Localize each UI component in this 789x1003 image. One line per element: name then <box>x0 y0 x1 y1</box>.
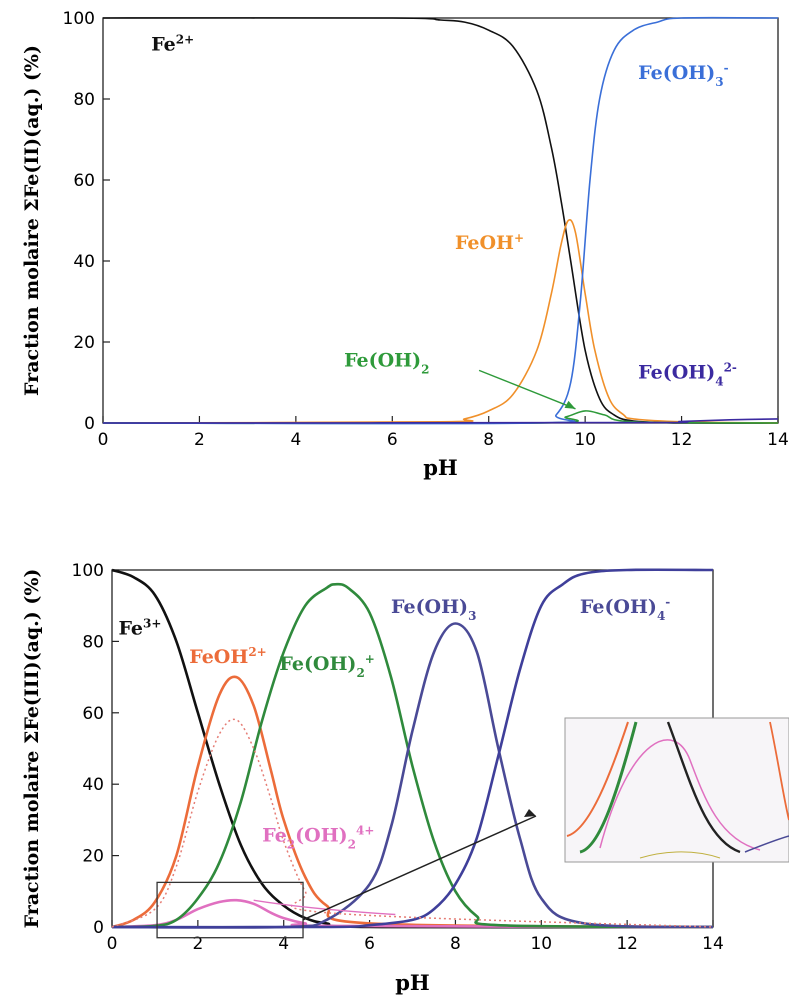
species-label-5: Fe(OH)4- <box>580 595 670 623</box>
inset-curve <box>599 739 761 851</box>
series-line-5 <box>111 622 714 929</box>
species-label-4: Fe(OH)3 <box>391 596 476 623</box>
series-line-3 <box>111 898 714 929</box>
inset-curve <box>666 721 741 854</box>
x-tick-label: 10 <box>574 430 596 450</box>
pointer-arrow <box>478 369 576 410</box>
species-label-2: Fe(OH)3- <box>638 61 728 89</box>
y-tick-label: 40 <box>73 252 95 272</box>
series-line-4 <box>111 582 714 929</box>
y-tick-label: 0 <box>84 414 95 434</box>
zoom-arrowhead <box>524 809 536 817</box>
series-line-2 <box>111 675 714 929</box>
zoom-inset <box>564 717 789 863</box>
y-tick-label: 20 <box>73 333 95 353</box>
chart-2: 0 2 4 6 8 10 12 14 0 20 40 60 80 100 pH Fraction molair… <box>21 561 789 995</box>
y-axis-label: Fraction molaire ΣFe(III)(aq.) (%) <box>21 569 43 929</box>
x-tick-label: 10 <box>530 934 552 954</box>
x-tick-label: 4 <box>278 934 289 954</box>
species-label-1: Fe2+ <box>151 32 194 55</box>
x-tick-label: 0 <box>107 934 118 954</box>
x-tick-label: 6 <box>387 430 398 450</box>
x-tick-label: 14 <box>767 430 789 450</box>
species-label-5: Fe(OH)42- <box>638 360 737 388</box>
species-label-3: FeOH+ <box>455 231 524 254</box>
series-line-5 <box>102 418 779 424</box>
species-label-4: Fe(OH)2 <box>344 349 429 376</box>
pointer-arrowhead <box>564 400 576 409</box>
x-tick-label: 2 <box>192 934 203 954</box>
series-line-6 <box>111 568 714 929</box>
x-tick-label: 0 <box>98 430 109 450</box>
x-tick-label: 4 <box>290 430 301 450</box>
y-tick-label: 60 <box>82 704 104 724</box>
species-label-2: FeOH2+ <box>189 645 266 668</box>
y-tick-label: 80 <box>82 632 104 652</box>
y-axis-label: Fraction molaire ΣFe(II)(aq.) (%) <box>21 45 43 396</box>
chart-1: 0 2 4 6 8 10 12 14 0 20 40 60 80 100 pH Fraction molair… <box>21 9 789 480</box>
y-tick-label: 60 <box>73 171 95 191</box>
y-tick-label: 40 <box>82 775 104 795</box>
x-axis-label: pH <box>395 970 430 995</box>
x-tick-label: 14 <box>702 934 724 954</box>
inset-curve <box>744 835 789 853</box>
series-line-2 <box>102 219 779 424</box>
x-axis-label: pH <box>423 455 458 480</box>
species-label-1: Fe3+ <box>118 616 161 639</box>
inset-curve <box>566 721 629 837</box>
inset-curve <box>769 721 789 821</box>
y-tick-label: 80 <box>73 90 95 110</box>
x-tick-label: 8 <box>450 934 461 954</box>
y-tick-label: 100 <box>72 561 104 581</box>
y-tick-label: 100 <box>63 9 95 29</box>
y-tick-label: 20 <box>82 847 104 867</box>
inset-curve <box>639 851 721 859</box>
zoom-box <box>156 881 304 939</box>
series-line-1 <box>102 17 779 424</box>
x-tick-label: 2 <box>194 430 205 450</box>
zoom-arrow <box>302 815 537 921</box>
pointer-arrow <box>253 899 396 916</box>
inset-frame <box>564 717 789 863</box>
inset-curve <box>579 721 638 854</box>
x-tick-label: 6 <box>364 934 375 954</box>
species-label-6: Fe2(OH)24+ <box>262 823 374 851</box>
x-tick-label: 12 <box>671 430 693 450</box>
x-tick-label: 12 <box>616 934 638 954</box>
species-label-3: Fe(OH)2+ <box>279 652 374 680</box>
y-tick-label: 0 <box>93 918 104 938</box>
x-tick-label: 8 <box>483 430 494 450</box>
series-line-7 <box>111 718 714 928</box>
